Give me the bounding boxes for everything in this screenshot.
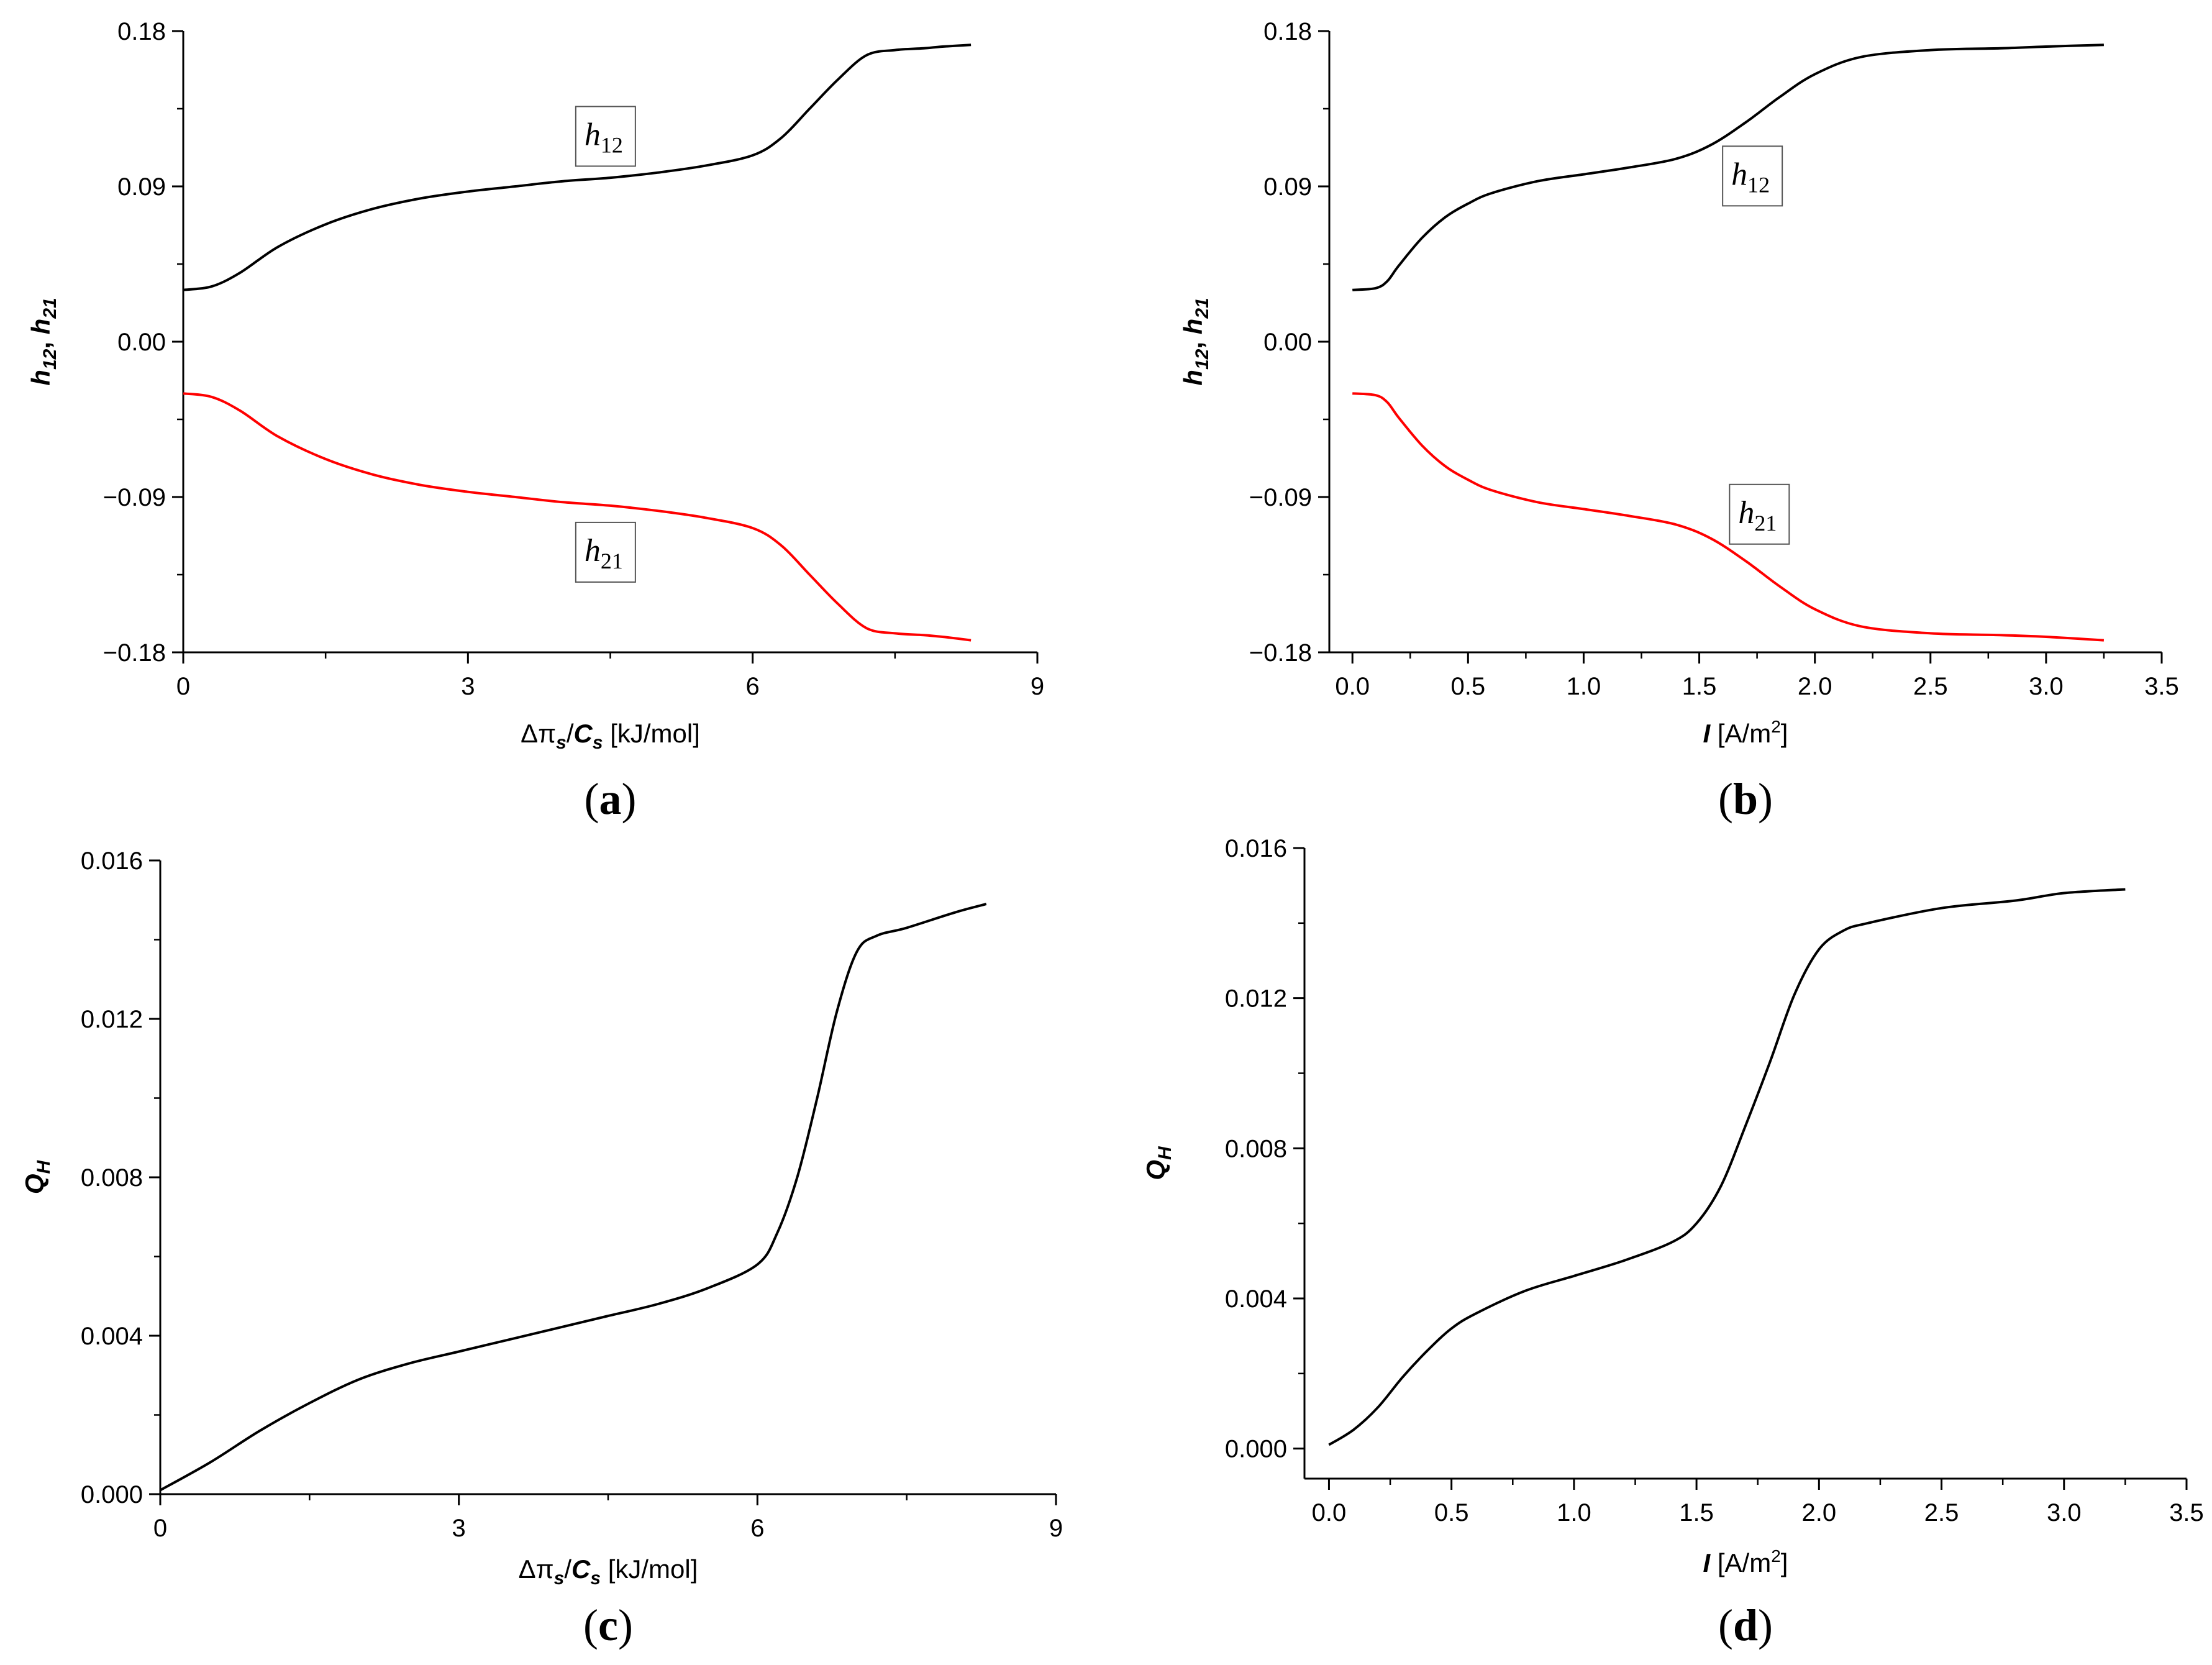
y-tick-label: 0.012 bbox=[1225, 985, 1287, 1013]
annotation-label-h12: h12 bbox=[585, 117, 623, 157]
panel-label-b: (b) bbox=[1718, 774, 1773, 824]
y-tick-label: −0.09 bbox=[103, 484, 166, 511]
x-tick-label: 1.0 bbox=[1557, 1499, 1591, 1526]
x-tick-label: 0.5 bbox=[1434, 1499, 1469, 1526]
y-tick-label: 0.18 bbox=[117, 18, 166, 45]
series-line-QH bbox=[1328, 888, 2126, 1446]
y-tick-label: 0.000 bbox=[81, 1481, 143, 1508]
x-tick-label: 3.5 bbox=[2144, 673, 2179, 700]
annotation-label-h12: h12 bbox=[1731, 157, 1770, 197]
chart-panel-b: 0.18 0.09 0.00 −0.09 −0.18 0.0 0.5 1.0 1.5 2.0 2.5… bbox=[1178, 18, 2179, 824]
x-tick-label: 0.0 bbox=[1312, 1499, 1347, 1526]
x-tick-label: 1.5 bbox=[1682, 673, 1717, 700]
annotation-box bbox=[1722, 145, 1783, 207]
series-line-h12 bbox=[183, 43, 972, 291]
x-tick-label: 2.5 bbox=[1924, 1499, 1959, 1526]
chart-panel-d: 0.016 0.012 0.008 0.004 0.000 0.0 0.5 1.0 1.5 2.0… bbox=[1141, 835, 2204, 1650]
x-axis-title: I [A/m2] bbox=[1703, 717, 1788, 748]
y-tick-label: 0.000 bbox=[1225, 1436, 1287, 1463]
y-axis-title: h12, h21 bbox=[1178, 298, 1213, 385]
panel-label-d: (d) bbox=[1718, 1600, 1773, 1650]
series-line-h21 bbox=[1352, 392, 2105, 642]
x-axis-title: Δπs/Cs [kJ/mol] bbox=[521, 719, 700, 753]
x-tick-label: 9 bbox=[1031, 673, 1044, 700]
y-tick-label: 0.004 bbox=[1225, 1285, 1287, 1313]
x-tick-label: 3.5 bbox=[2169, 1499, 2204, 1526]
y-tick-label: −0.09 bbox=[1249, 484, 1312, 511]
x-axis-title: Δπs/Cs [kJ/mol] bbox=[519, 1554, 698, 1589]
y-tick-label: 0.012 bbox=[81, 1006, 143, 1033]
x-tick-label: 3.0 bbox=[2047, 1499, 2082, 1526]
y-tick-label: 0.008 bbox=[1225, 1135, 1287, 1162]
y-axis-title: QH bbox=[1141, 1146, 1175, 1180]
y-tick-label: −0.18 bbox=[1249, 639, 1312, 667]
annotation-label-h21: h21 bbox=[585, 533, 623, 573]
chart-panel-c: 0.016 0.012 0.008 0.004 0.000 0 3 6 9 QH Δπs/Cs [k… bbox=[20, 847, 1063, 1650]
x-tick-label: 9 bbox=[1049, 1515, 1063, 1542]
y-tick-label: −0.18 bbox=[103, 639, 166, 667]
y-tick-label: 0.00 bbox=[1263, 329, 1312, 356]
x-tick-label: 0 bbox=[153, 1515, 167, 1542]
annotation-label-h21: h21 bbox=[1738, 495, 1777, 536]
y-tick-label: 0.004 bbox=[81, 1323, 143, 1350]
x-tick-label: 6 bbox=[746, 673, 760, 700]
y-tick-label: 0.016 bbox=[1225, 835, 1287, 862]
chart-panel-a: 0.18 0.09 0.00 −0.09 −0.18 0 3 6 9 h12 h21 h12, h21… bbox=[26, 18, 1044, 824]
panel-label-c: (c) bbox=[583, 1600, 633, 1650]
series-line-QH bbox=[160, 903, 987, 1492]
x-tick-label: 3 bbox=[452, 1515, 466, 1542]
annotation-box bbox=[575, 106, 636, 167]
y-tick-label: 0.00 bbox=[117, 329, 166, 356]
y-axis-title: QH bbox=[20, 1160, 54, 1195]
panel-label-a: (a) bbox=[585, 774, 637, 824]
x-tick-label: 3 bbox=[461, 673, 475, 700]
y-tick-label: 0.008 bbox=[81, 1164, 143, 1192]
annotation-box bbox=[1729, 483, 1790, 545]
series-line-h21 bbox=[183, 392, 972, 642]
y-tick-label: 0.09 bbox=[117, 173, 166, 201]
x-tick-label: 2.5 bbox=[1913, 673, 1948, 700]
x-axis-title: I [A/m2] bbox=[1703, 1546, 1788, 1577]
annotation-box bbox=[575, 521, 636, 583]
x-tick-label: 2.0 bbox=[1802, 1499, 1837, 1526]
x-tick-label: 1.5 bbox=[1679, 1499, 1714, 1526]
x-tick-label: 3.0 bbox=[2029, 673, 2064, 700]
x-tick-label: 0.0 bbox=[1335, 673, 1370, 700]
x-tick-label: 6 bbox=[750, 1515, 764, 1542]
x-tick-label: 1.0 bbox=[1567, 673, 1601, 700]
x-tick-label: 0.5 bbox=[1451, 673, 1486, 700]
y-tick-label: 0.18 bbox=[1263, 18, 1312, 45]
y-tick-label: 0.09 bbox=[1263, 173, 1312, 201]
y-axis-title: h12, h21 bbox=[26, 298, 60, 385]
y-tick-label: 0.016 bbox=[81, 847, 143, 875]
x-tick-label: 2.0 bbox=[1798, 673, 1832, 700]
series-line-h12 bbox=[1352, 43, 2104, 291]
x-tick-label: 0 bbox=[176, 673, 190, 700]
